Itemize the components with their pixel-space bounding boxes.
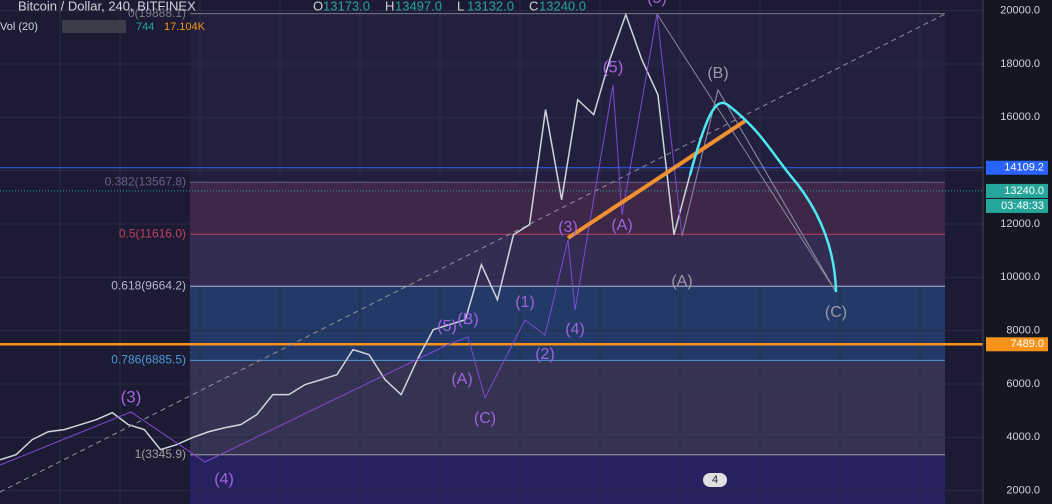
y-tick-label: 8000.0 <box>1006 325 1040 337</box>
fib-zone <box>190 454 945 504</box>
wave-label: (A) <box>671 273 692 290</box>
fib-label: 0.382(13567.8) <box>105 174 186 188</box>
volume-ma: 17.104K <box>164 21 206 33</box>
volume-label: Vol (20) <box>0 21 38 33</box>
wave-lines <box>0 13 837 466</box>
ohlc-key: H <box>385 0 394 13</box>
wave-label: (5) <box>603 57 624 76</box>
projection-lines <box>656 13 837 293</box>
wave-label: (5) <box>647 0 667 7</box>
trend-line <box>0 13 946 493</box>
wave-label: (A) <box>451 371 472 388</box>
countdown-label: 03:48:33 <box>1001 200 1044 212</box>
orange-trend <box>566 119 747 240</box>
ohlc-value: 13132.0 <box>467 0 514 13</box>
wave-label: (C) <box>825 304 847 321</box>
fib-label: 0(19888.1) <box>128 6 186 20</box>
price-line-series <box>0 12 691 461</box>
y-tick-label: 12000.0 <box>1000 218 1040 230</box>
price-badge-label: 14109.2 <box>1004 162 1044 174</box>
symbol-title: Bitcoin / Dollar, 240, BITFINEX <box>18 0 196 13</box>
y-tick-label: 18000.0 <box>1000 58 1040 70</box>
ohlc-key: L <box>457 0 464 13</box>
projection-curve <box>688 101 838 293</box>
fib-zone <box>190 13 945 183</box>
y-tick-label: 16000.0 <box>1000 111 1040 123</box>
wave-label: (1) <box>515 294 535 311</box>
wave-label: (B) <box>707 65 728 82</box>
price-badge-label: 13240.0 <box>1004 185 1044 197</box>
y-tick-label: 4000.0 <box>1006 431 1040 443</box>
toolbar-icons[interactable] <box>62 20 126 33</box>
wave-label: (3) <box>121 387 142 406</box>
wave-label: (3) <box>558 219 578 236</box>
ohlc-value: 13173.0 <box>323 0 370 13</box>
fib-label: 0.618(9664.2) <box>111 278 186 292</box>
fib-label: 0.786(6885.5) <box>111 353 186 367</box>
price-axis <box>983 0 1052 504</box>
wave-label: (5) <box>437 318 457 335</box>
price-badge <box>986 160 1048 175</box>
fib-label: 0.5(11616.0) <box>119 226 186 240</box>
wave-label: (A) <box>611 217 632 234</box>
wave-label: (B) <box>457 311 478 328</box>
wave-label: (4) <box>565 321 585 338</box>
badge[interactable]: 4 <box>712 474 718 486</box>
badge-bg[interactable] <box>703 473 727 487</box>
wave-label: (C) <box>474 410 496 427</box>
price-badge-label: 7489.0 <box>1010 338 1044 350</box>
ohlc-key: O <box>313 0 323 13</box>
y-tick-label: 6000.0 <box>1006 378 1040 390</box>
wave-label: (2) <box>535 346 555 363</box>
y-tick-label: 2000.0 <box>1006 485 1040 497</box>
ohlc-key: C <box>529 0 538 13</box>
y-tick-label: 20000.0 <box>1000 5 1040 17</box>
fib-zone <box>190 360 945 455</box>
ohlc-value: 13240.0 <box>539 0 586 13</box>
ohlc-value: 13497.0 <box>395 0 442 13</box>
volume-value: 744 <box>136 21 154 33</box>
fib-label: 1(3345.9) <box>135 447 186 461</box>
fib-zone <box>190 286 945 361</box>
wave-label: (4) <box>214 471 234 488</box>
price-badge <box>986 183 1048 198</box>
y-tick-label: 10000.0 <box>1000 271 1040 283</box>
price-badge <box>986 337 1048 352</box>
countdown-badge <box>986 198 1048 213</box>
